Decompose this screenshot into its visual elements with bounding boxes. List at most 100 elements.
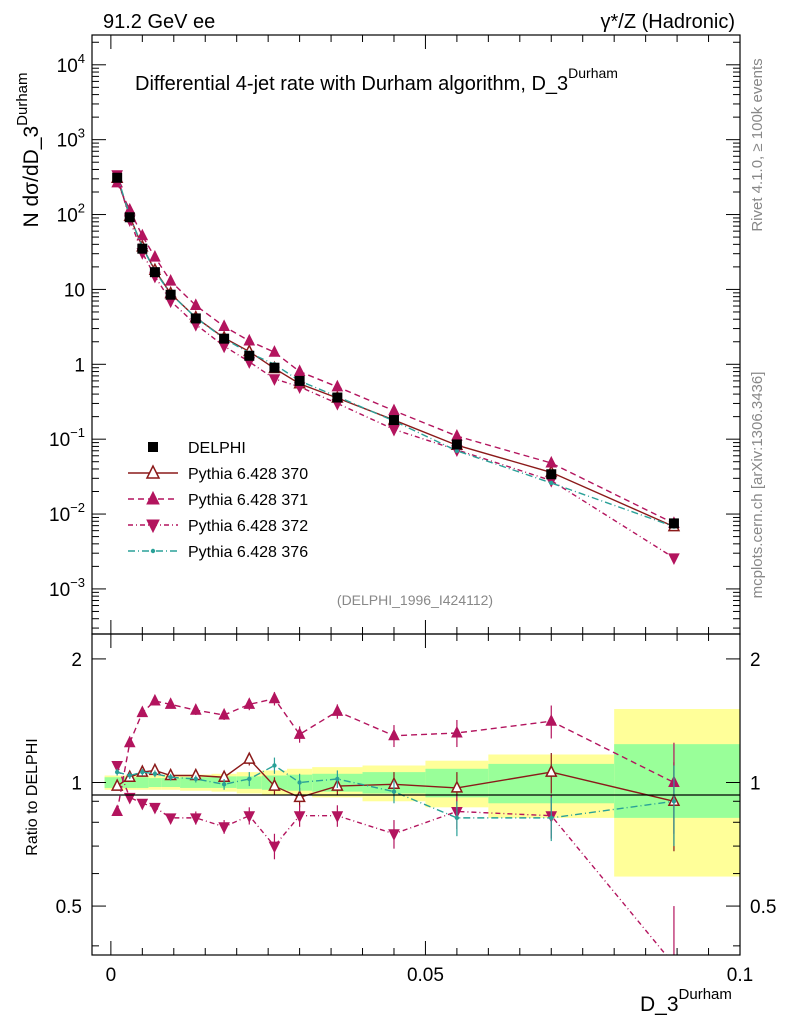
legend-entry-3: Pythia 6.428 376: [128, 544, 308, 561]
band-green-2: [136, 777, 149, 788]
ratio-3-point-14: [671, 799, 677, 804]
y-axis-label-sup: Durham: [14, 72, 31, 125]
ratio-3-point-2: [140, 769, 145, 775]
series-ratio-2: [111, 761, 679, 971]
series-1-point-3: [149, 250, 161, 262]
series-ratio-0: [110, 751, 681, 852]
series-2-point-14: [668, 553, 680, 565]
legend-marker-2: [146, 519, 160, 534]
ratio-0-point-8: [268, 778, 281, 791]
x-axis-label: D_3Durham: [640, 986, 732, 1016]
y-tick-label-5: 102: [57, 201, 85, 227]
data-point-7: [244, 350, 255, 361]
y-tick-label-exp-1: −2: [70, 500, 85, 515]
x-axis-label-sup: Durham: [679, 986, 732, 1003]
chart-title: Differential 4-jet rate with Durham algo…: [135, 65, 618, 95]
x-tick-label-1: 0.05: [407, 965, 444, 986]
ratio-2-point-11: [388, 829, 400, 841]
y-tick-label-4: 10: [64, 280, 85, 301]
data-point-9: [294, 375, 305, 386]
ratio-3-point-4: [168, 775, 173, 780]
ratio-2-point-2: [136, 798, 149, 811]
header-left: 91.2 GeV ee: [103, 11, 215, 33]
ratio-1-point-9: [293, 727, 306, 739]
legend-marker-0: [145, 464, 161, 479]
legend-entry-2: Pythia 6.428 372: [128, 518, 308, 535]
ratio-2-point-3: [149, 802, 161, 815]
data-point-12: [451, 439, 462, 450]
legend: DELPHI Pythia 6.428 370 Pythia 6.428 371 Py…: [128, 440, 308, 561]
ratio-2-point-6: [218, 822, 230, 834]
y-tick-label-base-3: 1: [74, 355, 85, 376]
ratio-tick-label-left-2: 2: [71, 650, 82, 671]
ratio-2-point-1: [123, 792, 136, 805]
data-point-3: [149, 267, 160, 278]
ratio-3-point-11: [391, 789, 397, 794]
side-text-upper: Rivet 4.1.0, ≥ 100k events: [749, 58, 766, 231]
side-text-lower: mcplots.cern.ch [arXiv:1306.3436]: [749, 372, 766, 599]
ratio-series-layer: [110, 691, 681, 971]
data-point-1: [124, 212, 135, 223]
y-tick-label-exp-5: 2: [78, 201, 85, 216]
ratio-3-point-7: [247, 776, 252, 782]
ratio-1-point-11: [388, 728, 400, 741]
series-1-point-11: [388, 403, 400, 416]
band-green-3: [148, 778, 162, 788]
series-3-point-12: [454, 448, 460, 453]
series-1-point-8: [268, 345, 281, 357]
legend-marker-delphi: [148, 442, 158, 452]
y-tick-label-base-0: 10: [49, 580, 70, 601]
ratio-3-point-13: [549, 815, 554, 821]
x-tick-label-0: 0: [106, 965, 117, 986]
y-tick-label-exp-6: 3: [78, 126, 85, 141]
x-axis-label-main: D_3: [640, 993, 679, 1016]
y-tick-label-exp-7: 4: [78, 51, 85, 66]
ratio-2-point-9: [293, 811, 306, 823]
legend-entry-delphi: DELPHI: [148, 440, 246, 457]
series-1-point-7: [243, 333, 256, 346]
series-1-point-12: [451, 428, 463, 441]
data-point-10: [332, 392, 343, 403]
series-1-point-2: [136, 228, 149, 241]
ratio-tick-label-right-1: 1: [750, 773, 761, 794]
ratio-1-point-10: [331, 704, 344, 716]
ratio-2-point-0: [111, 761, 123, 773]
series-1-point-4: [164, 274, 177, 286]
y-tick-label-base-2: 10: [49, 430, 70, 451]
y-tick-label-0: 10−3: [49, 575, 85, 601]
ratio-1-point-3: [149, 693, 161, 706]
y-tick-label-base-4: 10: [64, 280, 85, 301]
ratio-3-point-5: [193, 776, 199, 782]
ratio-0-point-7: [243, 751, 256, 764]
y-tick-label-base-6: 10: [57, 131, 78, 152]
series-3-point-13: [549, 480, 554, 486]
data-point-2: [137, 243, 148, 254]
series-1-point-9: [293, 364, 306, 377]
ratio-1-point-8: [268, 691, 281, 704]
ratio-3-point-0: [114, 769, 120, 775]
ratio-2-point-5: [189, 813, 202, 825]
data-point-5: [190, 313, 201, 324]
y-axis-label: N dσ/dD_3Durham: [14, 72, 43, 227]
ratio-3-point-8: [272, 763, 277, 768]
y-tick-label-6: 103: [57, 126, 85, 152]
ratio-2-point-7: [243, 811, 256, 823]
chart-title-sup: Durham: [568, 65, 618, 81]
band-green-0: [104, 777, 124, 788]
band-green-1: [123, 777, 137, 788]
series-2-point-8: [268, 374, 281, 386]
series-1-point-6: [218, 319, 230, 331]
series-1-point-10: [331, 379, 344, 392]
y-tick-label-base-7: 10: [57, 56, 78, 77]
ratio-1-point-5: [189, 703, 202, 715]
ratio-1-point-7: [243, 697, 256, 709]
ratio-3-point-10: [335, 776, 340, 782]
y-tick-label-exp-2: −1: [70, 425, 85, 440]
ratio-1-point-1: [123, 735, 136, 748]
y-tick-label-3: 1: [74, 355, 85, 376]
ratio-axis-label: Ratio to DELPHI: [24, 738, 41, 855]
series-1-point-13: [545, 455, 558, 468]
ratio-2-point-14: [669, 961, 679, 971]
